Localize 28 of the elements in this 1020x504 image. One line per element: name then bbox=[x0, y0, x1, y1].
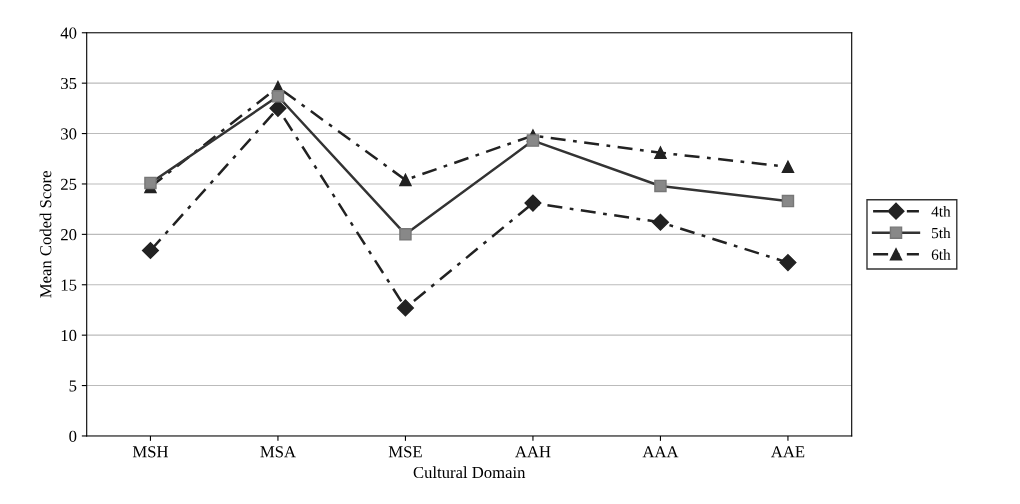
x-tick-label: MSH bbox=[132, 446, 169, 458]
legend-label: 4th bbox=[931, 205, 951, 217]
point bbox=[651, 213, 670, 231]
x-tick-label: AAA bbox=[642, 446, 679, 458]
point bbox=[779, 254, 797, 272]
point bbox=[399, 173, 412, 187]
legend-label: 5th bbox=[932, 227, 951, 239]
y-tick-label: 25 bbox=[61, 178, 77, 190]
legend-label: 6th bbox=[931, 249, 951, 260]
point bbox=[396, 299, 415, 317]
point bbox=[141, 241, 160, 260]
y-tick-label: 10 bbox=[61, 329, 77, 342]
x-tick-label: AAE bbox=[770, 446, 805, 458]
point bbox=[524, 194, 542, 212]
y-tick-label: 20 bbox=[61, 229, 77, 241]
point bbox=[781, 160, 795, 174]
y-tick-label: 30 bbox=[61, 128, 77, 140]
x-tick-label: MSA bbox=[260, 446, 296, 458]
y-tick-label: 5 bbox=[69, 380, 77, 392]
point bbox=[654, 146, 667, 159]
y-tick-label: 15 bbox=[61, 279, 77, 291]
y-tick-label: 40 bbox=[60, 27, 77, 39]
y-tick-label: 0 bbox=[69, 430, 77, 442]
x-axis-title: Cultural Domain bbox=[413, 466, 526, 479]
x-tick-label: AAH bbox=[515, 446, 551, 458]
y-tick-label: 35 bbox=[61, 77, 77, 90]
x-tick-label: MSE bbox=[388, 446, 422, 458]
y-axis-title: Mean Coded Score bbox=[39, 171, 52, 298]
